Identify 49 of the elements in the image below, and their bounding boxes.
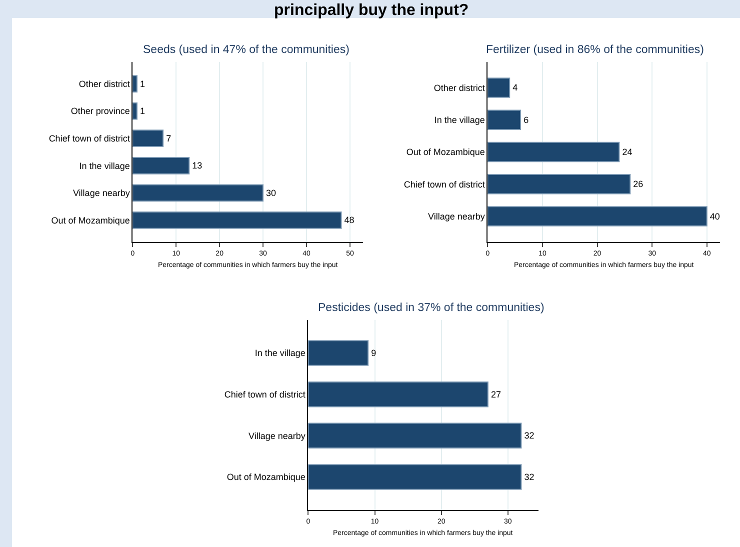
chart-title: Fertilizer (used in 86% of the communities) (486, 44, 704, 56)
bar (132, 212, 342, 229)
data-label: 1 (140, 106, 146, 116)
bar (488, 78, 510, 98)
y-tick-label: Out of Mozambique (51, 215, 130, 226)
y-tick-label: Out of Mozambique (226, 472, 306, 482)
y-tick-label: Other district (434, 82, 486, 93)
bar (132, 156, 190, 174)
bar (132, 75, 138, 92)
data-label: 32 (524, 430, 534, 441)
y-tick-label: In the village (79, 160, 130, 171)
bar (308, 381, 488, 408)
data-label: 32 (524, 472, 534, 482)
bar (132, 130, 164, 148)
text: principally buy the input? (274, 2, 469, 19)
data-label: 7 (166, 133, 172, 144)
data-label: 30 (266, 188, 276, 198)
bar (308, 422, 522, 449)
bar (488, 206, 708, 226)
y-tick-label: Other province (70, 106, 130, 116)
bar (488, 174, 631, 194)
y-tick-label: Village nearby (428, 211, 486, 222)
data-label: 6 (524, 114, 529, 125)
y-tick-label: Village nearby (72, 188, 130, 198)
data-label: 24 (622, 147, 632, 157)
data-label: 27 (490, 389, 501, 400)
bar (132, 102, 138, 120)
data-label: 9 (371, 348, 376, 358)
bar (488, 110, 522, 130)
y-tick-label: In the village (254, 348, 306, 358)
data-label: 4 (512, 82, 518, 93)
chart-title: Pesticides (used in 37% of the communities) (318, 302, 544, 314)
data-label: 13 (192, 160, 202, 171)
chart-title: Seeds (used in 47% of the communities) (143, 44, 350, 56)
y-tick-label: In the village (434, 115, 485, 126)
y-tick-label: Other district (78, 78, 130, 89)
bar (308, 340, 369, 366)
bar (132, 184, 264, 202)
data-label: 48 (344, 215, 354, 226)
data-label: 26 (633, 179, 644, 190)
bar (308, 464, 522, 490)
y-tick-label: Chief town of district (404, 179, 486, 190)
data-label: 40 (710, 211, 720, 222)
y-tick-label: Chief town of district (48, 134, 130, 144)
data-label: 1 (140, 78, 146, 89)
y-tick-label: Chief town of district (224, 390, 306, 400)
y-tick-label: Out of Mozambique (406, 147, 485, 158)
bar (488, 142, 620, 162)
y-tick-label: Village nearby (248, 430, 306, 441)
